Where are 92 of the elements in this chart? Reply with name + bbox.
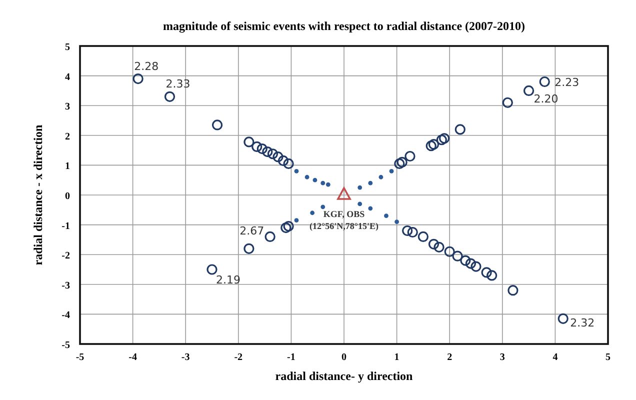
y-tick-label: 5 [65, 42, 70, 53]
annotation: 2.33 [166, 78, 190, 91]
point [407, 226, 418, 238]
point [244, 136, 254, 148]
y-tick-label: 2 [65, 131, 70, 142]
x-tick-label: -1 [287, 352, 296, 363]
y-tick-label: -1 [62, 220, 70, 232]
annotation: 2.32 [570, 316, 595, 330]
point [558, 313, 568, 324]
point [378, 174, 384, 180]
point [337, 187, 351, 200]
point [481, 267, 492, 278]
point [486, 270, 498, 281]
point [470, 261, 482, 272]
point [389, 168, 394, 174]
y-tick-label: 4 [65, 72, 70, 83]
point [262, 146, 273, 158]
y-tick-label: -5 [62, 340, 70, 351]
y-tick-label: 1 [65, 161, 70, 172]
point [294, 218, 299, 223]
point [524, 85, 534, 96]
x-tick-label: 1 [394, 352, 400, 363]
point [132, 73, 144, 84]
point [358, 185, 362, 190]
x-tick-label: -4 [128, 352, 137, 363]
point [439, 133, 450, 144]
point [264, 231, 276, 242]
point [283, 158, 294, 170]
point [428, 139, 440, 150]
y-axis-title: radial distance - x direction [31, 124, 45, 266]
y-tick-label: -2 [62, 250, 70, 262]
point [358, 202, 362, 206]
annotation: 2.28 [134, 60, 159, 73]
annotation: (12°56'N,78°15'E) [310, 221, 378, 231]
point [396, 156, 408, 168]
x-tick-label: 3 [500, 352, 505, 363]
point [444, 246, 455, 257]
point [212, 120, 223, 130]
point [294, 168, 299, 174]
point [244, 243, 254, 254]
point [452, 250, 463, 262]
point [460, 255, 471, 266]
point [384, 214, 388, 218]
point [256, 144, 268, 154]
point [320, 180, 326, 186]
point [418, 231, 428, 242]
point [312, 178, 318, 182]
x-tick-label: -2 [234, 352, 243, 363]
point [283, 220, 294, 232]
point [164, 91, 176, 102]
y-tick-label: -3 [62, 280, 70, 292]
annotation: 2.23 [554, 76, 580, 89]
y-tick-label: -4 [62, 310, 70, 322]
point [465, 258, 476, 269]
point [206, 264, 218, 275]
y-tick-label: 0 [65, 191, 70, 202]
point [404, 150, 416, 162]
point [272, 152, 284, 162]
point [502, 97, 513, 108]
point [434, 242, 444, 252]
point [267, 148, 278, 160]
x-tick-label: -5 [76, 352, 84, 363]
x-tick-label: 2 [447, 352, 452, 363]
annotation: 2.67 [240, 224, 264, 238]
point [402, 225, 413, 236]
point [394, 158, 405, 170]
x-axis-title: radial distance- y direction [275, 369, 414, 383]
x-tick-label: 5 [606, 352, 610, 363]
point [326, 182, 330, 187]
point [278, 155, 289, 166]
chart-title: magnitude of seismic events with respect to radial distance (2007-2010) [162, 19, 526, 33]
point [310, 210, 315, 216]
point [426, 140, 436, 152]
x-tick-label: -3 [181, 352, 190, 363]
x-tick-label: 0 [342, 352, 346, 363]
point [454, 124, 466, 135]
point [368, 180, 373, 186]
point [320, 204, 326, 210]
point [436, 134, 447, 146]
y-tick-label: 3 [65, 102, 70, 113]
x-tick-label: 4 [552, 352, 558, 363]
point [428, 238, 440, 250]
point [394, 220, 399, 224]
point [539, 76, 550, 88]
annotation: KGF, OBS [323, 209, 365, 219]
point [304, 174, 310, 180]
annotation: 2.19 [216, 274, 240, 286]
annotation: 2.20 [534, 92, 558, 106]
point [508, 285, 518, 296]
point [368, 206, 373, 211]
point [252, 141, 262, 152]
point [280, 222, 292, 234]
